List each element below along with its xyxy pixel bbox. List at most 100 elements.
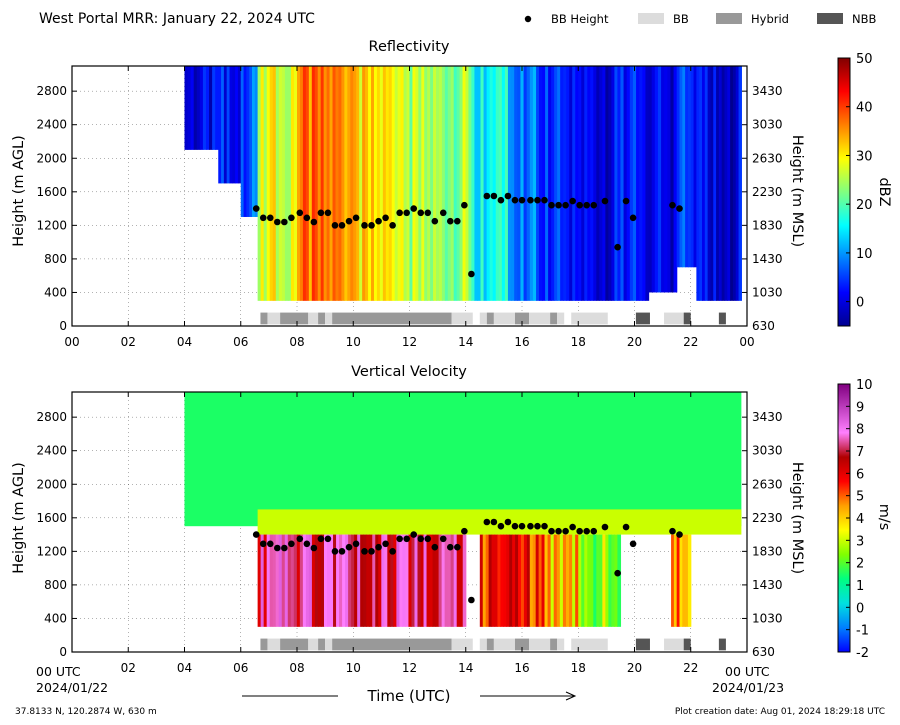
reflectivity-colorbar: 0 10 20 30 40 50 [837, 52, 873, 327]
bb-height-point [669, 527, 676, 535]
reflectivity-cell [529, 66, 534, 301]
reflectivity-cell [376, 66, 381, 301]
bb-height-point [368, 222, 375, 229]
reflectivity-cell [462, 66, 467, 301]
velocity-cell [444, 534, 449, 627]
velocity-panel: Vertical Velocity 02 04 06 08 10 12 14 16 18 20 22… [11, 364, 892, 675]
bb-height-point [454, 217, 461, 225]
velocity-cell [396, 534, 400, 627]
reflectivity-title: Reflectivity [369, 39, 450, 55]
reflectivity-cell [308, 66, 313, 301]
reflectivity-cell [196, 66, 201, 150]
reflectivity-cell [465, 66, 470, 301]
velocity-cell [593, 534, 597, 627]
reflectivity-cell [699, 66, 703, 301]
reflectivity-cell [504, 66, 509, 301]
x-tick-label: 20 [627, 335, 642, 349]
start-time-label: 00 UTC [36, 664, 81, 679]
reflectivity-cell [400, 66, 405, 301]
velocity-cell [482, 534, 487, 627]
bb-height-point [527, 522, 534, 530]
x-tick-label: 08 [289, 661, 304, 675]
reflectivity-cell [424, 66, 428, 301]
reflectivity-cell [545, 66, 549, 301]
reflectivity-cell [235, 66, 239, 184]
x-tick-label: 22 [683, 661, 698, 675]
reflectivity-cell [347, 66, 351, 301]
bb-height-point [504, 518, 512, 526]
bb-height-point [676, 531, 683, 538]
velocity-cell [278, 534, 283, 627]
velocity-cell [348, 534, 352, 627]
reflectivity-cell [382, 66, 387, 301]
classification-bar-bb [308, 312, 319, 325]
x-tick-label: 08 [289, 335, 304, 349]
reflectivity-cell [480, 66, 485, 301]
velocity-cell [544, 534, 549, 627]
x-tick-label: 10 [346, 335, 361, 349]
reflectivity-cell [724, 66, 728, 301]
reflectivity-cell [581, 66, 585, 301]
y2-tick-label: 2230 [752, 185, 783, 199]
reflectivity-cell [433, 66, 437, 301]
x-tick-label: 20 [627, 661, 642, 675]
reflectivity-cell [572, 66, 576, 301]
bb-height-point [497, 522, 505, 530]
reflectivity-cell [685, 66, 689, 268]
velocity-cell [682, 534, 686, 627]
y2-tick-label: 1830 [752, 218, 783, 232]
velocity-cell [506, 534, 510, 627]
y-tick-label: 1200 [36, 544, 67, 558]
location-label: 37.8133 N, 120.2874 W, 630 m [15, 707, 157, 717]
x-tick-label: 14 [458, 335, 473, 349]
velocity-cell [526, 534, 531, 627]
velocity-cell [381, 534, 385, 627]
classification-bar-hybrid [486, 312, 494, 325]
reflectivity-cell [281, 66, 286, 301]
reflectivity-cell [542, 66, 546, 301]
velocity-cell [399, 534, 404, 627]
bb-height-point [614, 243, 621, 251]
bb-height-point [583, 527, 590, 535]
legend-bb-height-label: BB Height [551, 12, 609, 26]
classification-bar-bb [479, 638, 487, 651]
velocity-cell [671, 534, 675, 627]
reflectivity-cell [232, 66, 236, 184]
velocity-cell [523, 534, 528, 627]
reflectivity-cell [246, 66, 250, 217]
bb-height-point [324, 209, 332, 217]
y-tick-label: 1600 [36, 511, 67, 525]
x-tick-label: 00 [64, 335, 79, 349]
classification-bar-bb [664, 638, 684, 651]
reflectivity-cell [483, 66, 488, 301]
bb-height-point [424, 209, 432, 217]
reflectivity-cell [468, 66, 472, 301]
velocity-cell [342, 534, 346, 627]
bb-height-point [490, 192, 498, 200]
reflectivity-cell [254, 66, 259, 217]
bb-height-point [252, 205, 260, 212]
classification-bar-bb [493, 638, 515, 651]
velocity-cell [269, 534, 274, 627]
x-tick-label: 02 [121, 335, 136, 349]
reflectivity-cell [492, 66, 497, 301]
bb-height-point [439, 535, 447, 543]
colorbar-tick-label: -1 [856, 624, 869, 639]
reflectivity-cell [373, 66, 378, 301]
velocity-cell [569, 534, 573, 627]
bb-height-point [497, 196, 505, 204]
bb-height-point [281, 218, 288, 226]
reflectivity-cell [710, 66, 714, 301]
classification-bar-hybrid [260, 638, 268, 651]
reflectivity-cell [438, 66, 443, 301]
legend-hybrid-swatch [716, 13, 742, 24]
reflectivity-cell [344, 66, 348, 301]
reflectivity-cell [453, 66, 458, 301]
colorbar-tick-label: 20 [856, 198, 873, 213]
y2-tick-label: 1430 [752, 252, 783, 266]
classification-bar-bb [571, 638, 608, 651]
velocity-cell [311, 534, 316, 627]
reflectivity-cell [682, 66, 686, 268]
classification-bar-nbb [635, 312, 650, 325]
reflectivity-cell [441, 66, 446, 301]
